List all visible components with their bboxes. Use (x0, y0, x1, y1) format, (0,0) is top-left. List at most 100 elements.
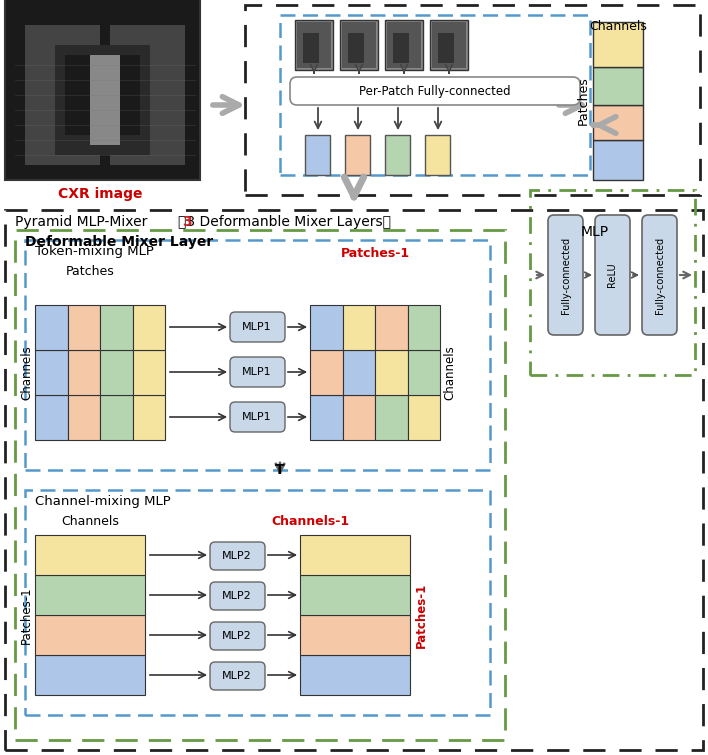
Bar (340, 20, 378, 70)
Text: CXR image: CXR image (58, 187, 142, 201)
Bar (345, 135, 370, 175)
Bar (100, 350, 132, 395)
Bar (100, 305, 132, 350)
Bar (35, 535, 145, 575)
Bar (393, 33, 409, 63)
Bar (132, 395, 165, 440)
FancyBboxPatch shape (230, 402, 285, 432)
Text: Channels-1: Channels-1 (271, 515, 349, 528)
Bar (343, 305, 375, 350)
Bar (35, 395, 67, 440)
Bar (67, 395, 100, 440)
Bar (35, 350, 67, 395)
Bar (348, 33, 364, 63)
Text: MLP2: MLP2 (222, 551, 252, 561)
Bar (375, 395, 408, 440)
Bar (593, 140, 643, 180)
Text: 3: 3 (182, 215, 192, 229)
Bar (25, 490, 490, 715)
Bar (408, 395, 440, 440)
Text: MLP2: MLP2 (222, 631, 252, 641)
Text: Channel-mixing MLP: Channel-mixing MLP (35, 495, 171, 508)
Text: Channels: Channels (61, 515, 119, 528)
FancyBboxPatch shape (210, 622, 265, 650)
Text: （3 Deformanble Mixer Layers）: （3 Deformanble Mixer Layers） (178, 215, 391, 229)
Bar (65, 55, 140, 135)
Bar (310, 305, 343, 350)
Bar (15, 230, 505, 740)
Bar (300, 615, 410, 655)
FancyBboxPatch shape (210, 542, 265, 570)
Bar (300, 535, 410, 575)
Text: MLP1: MLP1 (242, 412, 272, 422)
Bar (375, 305, 408, 350)
Bar (110, 25, 185, 165)
Text: T: T (275, 463, 285, 477)
Bar (593, 22, 643, 67)
Text: Patches-1: Patches-1 (341, 247, 409, 260)
Bar (55, 45, 150, 155)
Bar (35, 655, 145, 695)
FancyBboxPatch shape (290, 77, 580, 105)
Bar (300, 655, 410, 695)
Bar (25, 240, 490, 470)
Text: Channels: Channels (20, 345, 33, 400)
Bar (25, 25, 100, 165)
Text: MLP: MLP (581, 225, 609, 239)
FancyBboxPatch shape (230, 357, 285, 387)
Bar (5, 210, 703, 750)
Bar (100, 395, 132, 440)
Bar (35, 575, 145, 615)
Text: Channels: Channels (589, 20, 647, 33)
FancyBboxPatch shape (642, 215, 677, 335)
Bar (375, 350, 408, 395)
Bar (385, 135, 410, 175)
Bar (438, 33, 454, 63)
Bar (425, 135, 450, 175)
Text: MLP1: MLP1 (242, 367, 272, 377)
Bar (35, 305, 67, 350)
Text: Patches-1: Patches-1 (415, 582, 428, 648)
FancyBboxPatch shape (548, 215, 583, 335)
Bar (295, 20, 333, 70)
Text: Token-mixing MLP: Token-mixing MLP (35, 245, 154, 258)
Bar (342, 22, 376, 68)
Text: Patches: Patches (577, 76, 590, 125)
Bar (280, 15, 590, 175)
Bar (343, 350, 375, 395)
Bar (305, 135, 330, 175)
Bar (90, 55, 120, 145)
FancyBboxPatch shape (595, 215, 630, 335)
Text: Patches: Patches (66, 265, 115, 278)
Bar (430, 20, 468, 70)
FancyBboxPatch shape (210, 662, 265, 690)
Text: Fully-connected: Fully-connected (561, 236, 571, 313)
Bar (5, 0, 200, 180)
Bar (387, 22, 421, 68)
Text: MLP1: MLP1 (242, 322, 272, 332)
Bar (432, 22, 466, 68)
Text: MLP2: MLP2 (222, 591, 252, 601)
Bar (132, 350, 165, 395)
Text: Fully-connected: Fully-connected (654, 236, 665, 313)
Bar (67, 350, 100, 395)
Bar (245, 5, 700, 195)
Bar (310, 395, 343, 440)
Bar (343, 395, 375, 440)
Text: Per-Patch Fully-connected: Per-Patch Fully-connected (359, 85, 510, 97)
Text: Channels: Channels (443, 345, 456, 400)
Bar (385, 20, 423, 70)
Bar (530, 190, 695, 375)
Bar (593, 67, 643, 105)
Bar (303, 33, 319, 63)
Bar (67, 305, 100, 350)
Bar (35, 615, 145, 655)
Bar (132, 305, 165, 350)
Text: Deformable Mixer Layer: Deformable Mixer Layer (25, 235, 213, 249)
FancyBboxPatch shape (230, 312, 285, 342)
Text: Pyramid MLP-Mixer: Pyramid MLP-Mixer (15, 215, 147, 229)
Bar (408, 305, 440, 350)
FancyBboxPatch shape (210, 582, 265, 610)
Text: Patches-1: Patches-1 (20, 586, 33, 644)
Text: MLP2: MLP2 (222, 671, 252, 681)
